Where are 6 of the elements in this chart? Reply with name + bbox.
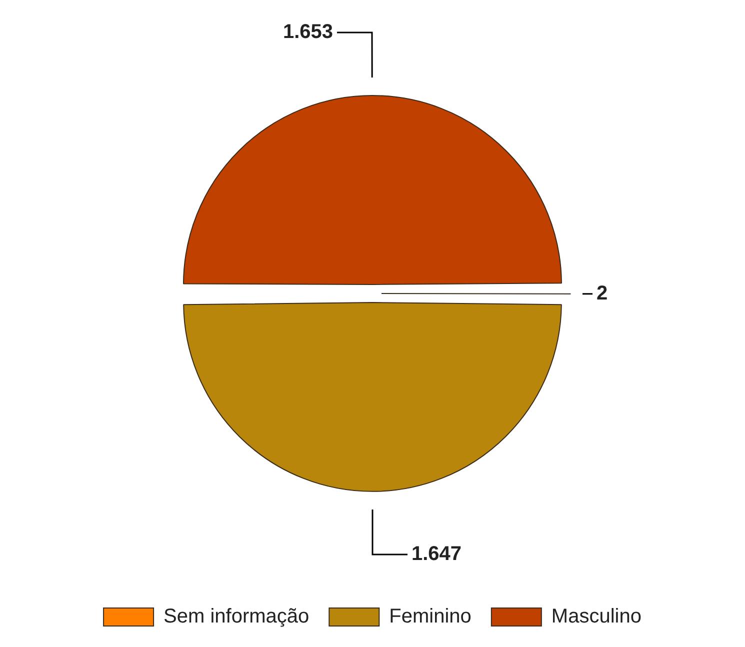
data-label: 2	[596, 282, 608, 304]
legend-label: Sem informação	[164, 606, 310, 628]
data-label: 1.653	[282, 21, 334, 44]
legend-label: Feminino	[389, 606, 472, 628]
legend-label: Masculino	[551, 606, 642, 628]
data-label: 1.647	[412, 543, 462, 566]
